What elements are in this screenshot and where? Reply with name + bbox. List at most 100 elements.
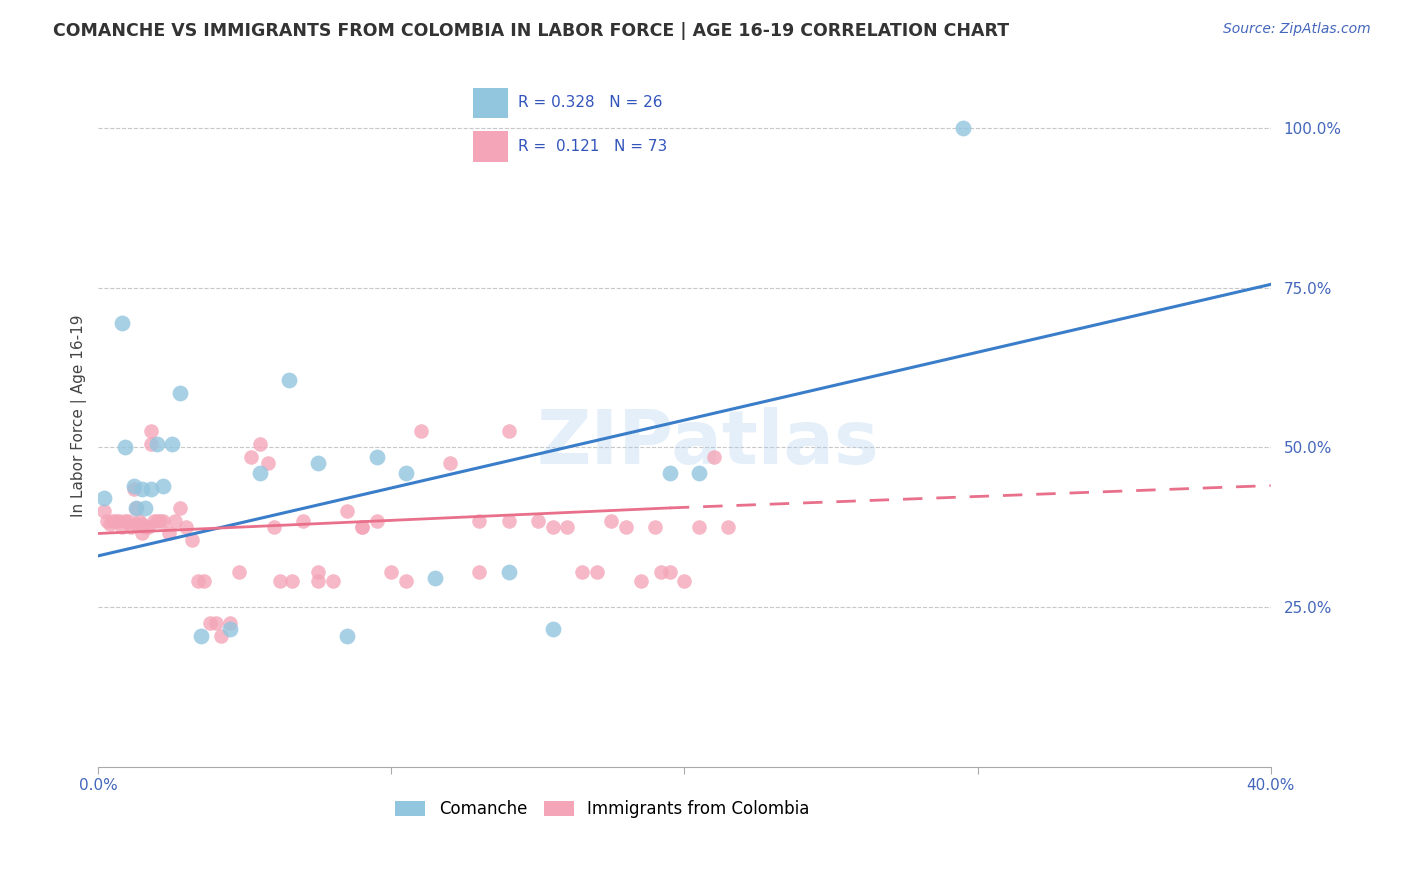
- Point: [228, 565, 250, 579]
- Point: [114, 514, 136, 528]
- Point: [104, 514, 127, 528]
- Point: [125, 516, 148, 531]
- Point: [157, 526, 180, 541]
- Point: [673, 574, 696, 589]
- Point: [136, 520, 159, 534]
- Point: [307, 565, 329, 579]
- Point: [658, 565, 681, 579]
- Point: [187, 574, 209, 589]
- Point: [527, 514, 550, 528]
- Point: [555, 520, 578, 534]
- Point: [541, 520, 564, 534]
- Point: [336, 629, 359, 643]
- Point: [688, 520, 710, 534]
- Point: [688, 466, 710, 480]
- Text: ZIPatlas: ZIPatlas: [537, 407, 879, 480]
- Point: [131, 526, 153, 541]
- Point: [380, 565, 402, 579]
- Point: [322, 574, 344, 589]
- Point: [139, 437, 162, 451]
- Point: [219, 615, 242, 630]
- Point: [703, 450, 725, 464]
- Point: [204, 615, 226, 630]
- Point: [409, 424, 432, 438]
- Y-axis label: In Labor Force | Age 16-19: In Labor Force | Age 16-19: [72, 314, 87, 516]
- Point: [614, 520, 637, 534]
- Point: [650, 565, 672, 579]
- Point: [439, 456, 461, 470]
- Point: [249, 466, 271, 480]
- Point: [336, 504, 359, 518]
- Point: [181, 533, 204, 547]
- Point: [117, 514, 139, 528]
- Point: [111, 520, 134, 534]
- Point: [122, 478, 145, 492]
- Point: [249, 437, 271, 451]
- Text: COMANCHE VS IMMIGRANTS FROM COLOMBIA IN LABOR FORCE | AGE 16-19 CORRELATION CHAR: COMANCHE VS IMMIGRANTS FROM COLOMBIA IN …: [53, 22, 1010, 40]
- Point: [239, 450, 262, 464]
- Point: [366, 514, 388, 528]
- Point: [307, 456, 329, 470]
- Point: [717, 520, 740, 534]
- Point: [644, 520, 666, 534]
- Point: [281, 574, 304, 589]
- Point: [307, 574, 329, 589]
- Point: [134, 500, 156, 515]
- Point: [131, 516, 153, 531]
- Point: [219, 622, 242, 636]
- Point: [98, 516, 121, 531]
- Point: [198, 615, 221, 630]
- Point: [498, 424, 520, 438]
- Point: [131, 482, 153, 496]
- Point: [96, 514, 118, 528]
- Point: [149, 514, 172, 528]
- Point: [152, 514, 174, 528]
- Point: [101, 514, 124, 528]
- Point: [128, 514, 150, 528]
- Point: [122, 482, 145, 496]
- Point: [468, 514, 491, 528]
- Point: [571, 565, 593, 579]
- Point: [600, 514, 623, 528]
- Point: [139, 424, 162, 438]
- Point: [160, 437, 183, 451]
- Point: [498, 565, 520, 579]
- Point: [498, 514, 520, 528]
- Point: [125, 500, 148, 515]
- Point: [120, 520, 142, 534]
- Point: [395, 466, 418, 480]
- Point: [193, 574, 215, 589]
- Point: [263, 520, 285, 534]
- Point: [269, 574, 291, 589]
- Point: [114, 440, 136, 454]
- Point: [146, 437, 169, 451]
- Point: [93, 491, 115, 506]
- Point: [352, 520, 374, 534]
- Point: [169, 500, 191, 515]
- Point: [190, 629, 212, 643]
- Point: [468, 565, 491, 579]
- Point: [108, 514, 131, 528]
- Point: [152, 478, 174, 492]
- Point: [163, 514, 186, 528]
- Point: [146, 514, 169, 528]
- Point: [139, 482, 162, 496]
- Point: [395, 574, 418, 589]
- Point: [143, 514, 166, 528]
- Point: [209, 629, 232, 643]
- Point: [174, 520, 197, 534]
- Point: [111, 316, 134, 330]
- Point: [952, 120, 974, 135]
- Point: [630, 574, 652, 589]
- Legend: Comanche, Immigrants from Colombia: Comanche, Immigrants from Colombia: [388, 794, 815, 825]
- Point: [425, 571, 447, 585]
- Point: [277, 373, 299, 387]
- Point: [134, 520, 156, 534]
- Point: [257, 456, 280, 470]
- Text: Source: ZipAtlas.com: Source: ZipAtlas.com: [1223, 22, 1371, 37]
- Point: [658, 466, 681, 480]
- Point: [541, 622, 564, 636]
- Point: [352, 520, 374, 534]
- Point: [292, 514, 315, 528]
- Point: [93, 504, 115, 518]
